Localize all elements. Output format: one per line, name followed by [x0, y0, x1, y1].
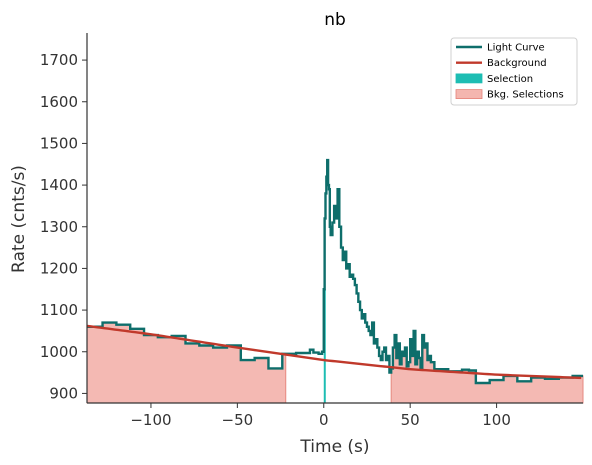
ticks: −100 −50 0 50 100 900 1000 1100 1200 1300 1400 1500…	[40, 51, 511, 429]
bkg-selections	[86, 322, 584, 404]
light-curve-line	[87, 158, 583, 385]
legend-box	[450, 37, 578, 106]
y-axis-label: Rate (cnts/s)	[9, 165, 29, 273]
chart-title: nb	[324, 10, 346, 30]
x-tick-label: −100	[130, 411, 171, 429]
legend-label: Background	[487, 58, 547, 69]
y-tick-label: 1200	[40, 259, 78, 277]
x-tick-label: 50	[401, 411, 420, 429]
light-curve	[87, 158, 583, 385]
y-tick-label: 1300	[40, 218, 78, 236]
y-tick-label: 1000	[40, 343, 78, 361]
legend-swatch-patch	[455, 73, 483, 84]
y-tick-label: 1700	[40, 51, 78, 69]
axes	[86, 33, 583, 404]
y-tick-label: 1500	[40, 134, 78, 152]
x-tick-label: −50	[222, 411, 254, 429]
y-tick-label: 900	[49, 384, 78, 402]
bkg-selection-0	[86, 322, 287, 404]
x-tick-label: 0	[319, 411, 329, 429]
legend-swatch-patch	[455, 89, 483, 99]
x-tick-label: 100	[482, 411, 511, 429]
legend-label: Selection	[487, 74, 533, 85]
legend: Light Curve Background Selection Bkg. Selec…	[450, 37, 578, 106]
y-tick-label: 1100	[40, 301, 78, 319]
y-tick-label: 1400	[40, 176, 78, 194]
x-axis-label: Time (s)	[299, 437, 369, 457]
legend-label: Bkg. Selections	[487, 90, 564, 101]
y-tick-label: 1600	[40, 93, 78, 111]
legend-label: Light Curve	[487, 43, 545, 54]
background-line	[86, 324, 582, 380]
background-model	[86, 324, 582, 380]
